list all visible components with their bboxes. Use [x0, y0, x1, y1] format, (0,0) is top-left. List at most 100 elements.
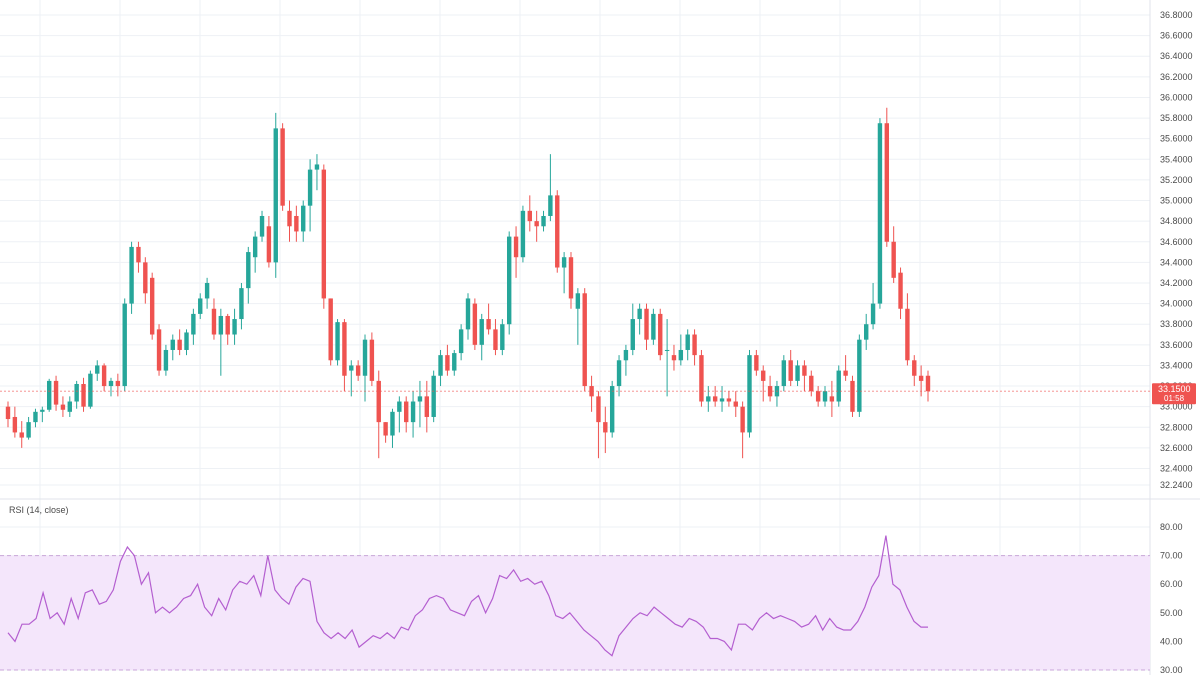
candle-up [747, 355, 752, 433]
price-tick-label: 36.0000 [1160, 92, 1193, 102]
candle-down [294, 215, 299, 232]
candle-up [40, 409, 45, 412]
candle-up [410, 401, 416, 423]
candle-up [719, 398, 725, 402]
price-tick-label: 33.0000 [1160, 402, 1193, 412]
candle-down [754, 355, 759, 371]
candle-up [246, 252, 251, 289]
candle-down [802, 365, 807, 376]
candle-down [671, 355, 677, 361]
candle-down [843, 370, 848, 376]
candle-down [445, 355, 450, 371]
price-tick-label: 34.2000 [1160, 278, 1193, 288]
candle-up [623, 349, 629, 361]
candle-up [795, 365, 800, 381]
candle-down [918, 375, 924, 381]
candle-down [177, 339, 182, 350]
candle-up [46, 380, 52, 410]
price-tick-label: 32.4000 [1160, 464, 1193, 474]
candle-down [912, 360, 917, 376]
candle-down [472, 303, 478, 345]
price-tick-label: 34.8000 [1160, 216, 1193, 226]
rsi-band-layer [0, 555, 1150, 671]
candle-down [136, 246, 141, 263]
candle-down [280, 128, 285, 206]
candle-up [452, 353, 457, 371]
candle-up [864, 324, 869, 340]
price-tick-label: 33.4000 [1160, 360, 1193, 370]
candle-up [252, 236, 258, 258]
candle-up [129, 246, 134, 304]
candle-down [12, 416, 18, 433]
candle-down [383, 422, 388, 436]
rsi-tick-label: 60.00 [1160, 579, 1183, 589]
candle-down [925, 375, 931, 392]
candle-down [905, 308, 910, 361]
candle-up [417, 396, 423, 402]
candle-down [527, 210, 532, 222]
candle-down [603, 422, 608, 433]
candle-down [321, 169, 327, 299]
candle-up [678, 349, 684, 361]
candle-down [740, 406, 745, 433]
candle-up [362, 339, 368, 376]
candle-up [506, 236, 512, 325]
candle-up [609, 386, 615, 433]
rsi-tick-label: 50.00 [1160, 608, 1183, 618]
current-price-label: 33.1500 [1158, 384, 1191, 394]
candle-layer [0, 107, 1150, 459]
candle-up [685, 334, 690, 350]
candle-up [198, 298, 203, 314]
price-tick-label: 36.8000 [1160, 10, 1193, 20]
candle-down [829, 396, 835, 402]
candle-down [699, 355, 704, 402]
candle-down [761, 370, 766, 381]
price-tick-label: 36.4000 [1160, 51, 1193, 61]
candle-down [486, 319, 491, 330]
candle-down [582, 293, 587, 387]
candle-down [156, 329, 162, 371]
candle-down [815, 391, 821, 402]
candle-up [301, 205, 306, 232]
candle-up [458, 329, 464, 354]
candle-down [81, 383, 86, 407]
candle-down [101, 365, 107, 387]
candle-up [822, 391, 828, 402]
rsi-title: RSI (14, close) [9, 505, 69, 515]
candle-down [60, 404, 66, 410]
candle-down [369, 339, 375, 381]
candle-up [561, 257, 567, 268]
candle-down [658, 313, 663, 356]
candle-up [74, 383, 79, 402]
candle-down [809, 375, 814, 392]
candle-up [170, 339, 175, 350]
candle-up [870, 303, 876, 325]
rsi-tick-label: 40.00 [1160, 636, 1183, 646]
candle-up [438, 355, 443, 376]
rsi-band [0, 555, 1150, 670]
candle-down [404, 401, 409, 423]
candle-down [850, 380, 855, 412]
candle-up [232, 319, 237, 335]
candle-down [767, 386, 773, 397]
candle-up [108, 380, 114, 387]
price-tick-label: 35.4000 [1160, 154, 1193, 164]
candle-up [314, 164, 320, 170]
candle-down [211, 308, 217, 335]
rsi-line [7, 535, 928, 657]
rsi-tick-label: 30.00 [1160, 665, 1183, 675]
price-tick-label: 34.0000 [1160, 299, 1193, 309]
candle-up [877, 123, 883, 304]
candle-down [733, 401, 738, 407]
candle-down [342, 322, 347, 376]
price-tick-label: 36.6000 [1160, 31, 1193, 41]
candle-down [115, 380, 121, 387]
candle-down [225, 315, 230, 335]
candle-down [328, 298, 333, 361]
price-tick-label: 32.8000 [1160, 422, 1193, 432]
candle-up [349, 365, 354, 371]
candle-up [465, 298, 471, 330]
candle-up [616, 360, 622, 387]
